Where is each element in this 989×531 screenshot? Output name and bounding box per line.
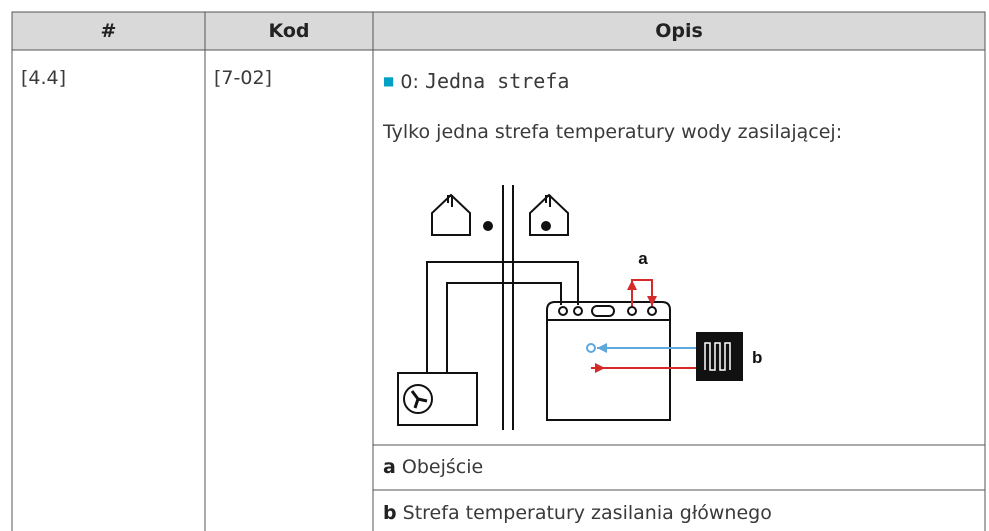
diagram: a b [397,185,762,430]
header-bg [11,11,986,51]
legend-item: a Obejście [383,452,483,482]
bullet: ■ [383,74,395,88]
column-header: Opis [655,20,703,42]
legend-text: Obejście [401,456,484,478]
legend-text: Strefa temperatury zasilania głównego [402,502,772,524]
legend-key: b [383,502,397,524]
description: Tylko jedna strefa temperatury wody zasi… [383,121,843,143]
column-header: # [100,20,117,42]
legend-item: b Strefa temperatury zasilania głównego [383,498,772,528]
grid [11,12,986,531]
option: ■ 0: Jedna strefa [383,66,569,97]
diagram-label: b [752,348,762,367]
field-code: [7-02] [214,67,272,89]
legend-key: a [383,456,396,478]
option-value: 0: [400,71,419,93]
menu-id: [4.4] [21,67,67,89]
option-label: Jedna strefa [424,69,570,93]
column-header: Kod [268,20,310,42]
diagram-label: a [638,249,648,268]
